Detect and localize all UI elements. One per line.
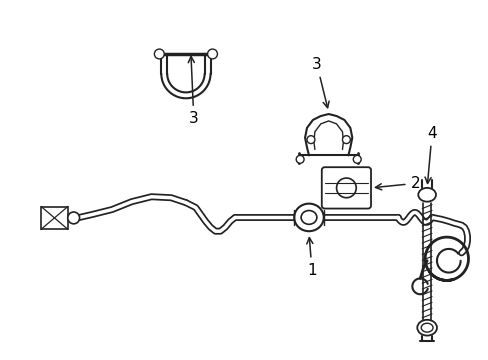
Text: 2: 2: [375, 176, 419, 191]
Circle shape: [306, 136, 314, 144]
Bar: [41, 207, 68, 229]
Circle shape: [342, 136, 349, 144]
Circle shape: [68, 212, 80, 224]
Circle shape: [336, 178, 356, 198]
Ellipse shape: [294, 204, 323, 231]
Circle shape: [296, 156, 304, 163]
Text: 1: 1: [306, 238, 316, 278]
Text: 3: 3: [311, 57, 328, 108]
Text: 3: 3: [188, 57, 198, 126]
Ellipse shape: [417, 188, 435, 202]
Ellipse shape: [420, 323, 432, 332]
Circle shape: [207, 49, 217, 59]
Circle shape: [154, 49, 164, 59]
Text: 4: 4: [424, 126, 436, 183]
FancyBboxPatch shape: [321, 167, 370, 208]
Ellipse shape: [301, 211, 316, 224]
Ellipse shape: [416, 320, 436, 336]
Circle shape: [352, 156, 361, 163]
